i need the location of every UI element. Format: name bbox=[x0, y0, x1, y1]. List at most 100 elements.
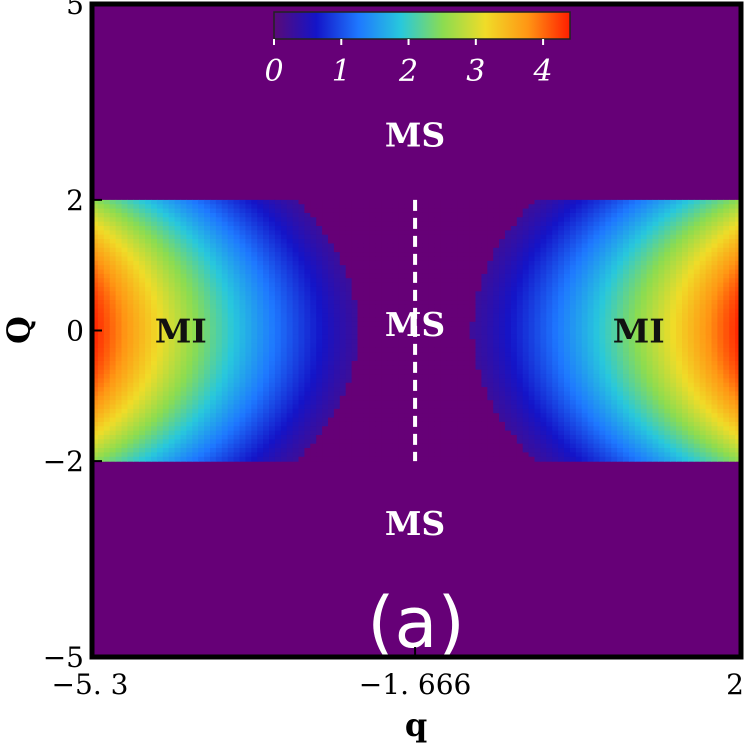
heatmap-cell bbox=[558, 321, 565, 327]
heatmap-cell bbox=[210, 391, 217, 397]
heatmap-cell bbox=[162, 391, 170, 397]
heatmap-cell bbox=[611, 212, 618, 218]
heatmap-cell bbox=[652, 273, 659, 279]
heatmap-cell bbox=[493, 391, 500, 397]
heatmap-cell bbox=[221, 212, 229, 218]
heatmap-cell bbox=[499, 352, 506, 358]
heatmap-cell bbox=[310, 286, 317, 292]
heatmap-cell bbox=[180, 356, 187, 362]
heatmap-cell bbox=[540, 226, 547, 231]
heatmap-cell bbox=[174, 282, 182, 288]
heatmap-cell bbox=[298, 360, 305, 366]
heatmap-cell bbox=[469, 217, 477, 223]
heatmap-cell bbox=[687, 369, 695, 375]
heatmap-cell bbox=[345, 395, 353, 401]
heatmap-cell bbox=[522, 369, 530, 375]
heatmap-cell bbox=[617, 221, 624, 227]
heatmap-cell bbox=[723, 265, 730, 271]
heatmap-cell bbox=[587, 212, 595, 218]
heatmap-cell bbox=[475, 252, 482, 258]
heatmap-cell bbox=[139, 217, 146, 223]
heatmap-cell bbox=[699, 334, 707, 340]
heatmap-cell bbox=[446, 382, 453, 388]
heatmap-cell bbox=[658, 339, 665, 345]
heatmap-cell bbox=[646, 273, 654, 279]
heatmap-cell bbox=[121, 382, 128, 388]
heatmap-cell bbox=[652, 317, 659, 323]
heatmap-cell bbox=[328, 326, 335, 332]
heatmap-cell bbox=[469, 243, 477, 249]
heatmap-cell bbox=[387, 265, 394, 271]
heatmap-cell bbox=[410, 230, 418, 236]
heatmap-cell bbox=[587, 204, 595, 210]
heatmap-cell bbox=[310, 360, 317, 366]
heatmap-cell bbox=[251, 217, 258, 223]
heatmap-cell bbox=[215, 300, 223, 305]
heatmap-cell bbox=[186, 369, 193, 375]
heatmap-cell bbox=[516, 212, 524, 218]
heatmap-cell bbox=[186, 208, 193, 214]
heatmap-cell bbox=[269, 204, 276, 210]
heatmap-cell bbox=[510, 226, 518, 231]
heatmap-cell bbox=[664, 199, 671, 205]
heatmap-cell bbox=[446, 230, 453, 236]
heatmap-cell bbox=[97, 365, 105, 371]
heatmap-cell bbox=[540, 252, 547, 258]
heatmap-cell bbox=[546, 295, 553, 301]
heatmap-cell bbox=[263, 352, 270, 358]
heatmap-cell bbox=[499, 260, 506, 266]
heatmap-cell bbox=[693, 260, 701, 266]
heatmap-cell bbox=[316, 273, 323, 279]
heatmap-cell bbox=[145, 291, 152, 297]
heatmap-cell bbox=[558, 369, 565, 375]
heatmap-cell bbox=[499, 378, 506, 384]
heatmap-cell bbox=[693, 317, 701, 323]
heatmap-cell bbox=[599, 230, 606, 236]
heatmap-cell bbox=[404, 282, 412, 288]
heatmap-cell bbox=[210, 273, 217, 279]
heatmap-cell bbox=[693, 330, 701, 336]
heatmap-cell bbox=[623, 308, 630, 314]
heatmap-cell bbox=[404, 378, 412, 384]
heatmap-cell bbox=[269, 273, 276, 279]
heatmap-cell bbox=[463, 374, 471, 379]
heatmap-cell bbox=[410, 247, 418, 253]
heatmap-cell bbox=[103, 304, 111, 310]
heatmap-cell bbox=[339, 291, 347, 297]
heatmap-cell bbox=[682, 204, 689, 210]
heatmap-cell bbox=[670, 391, 677, 397]
heatmap-cell bbox=[151, 265, 158, 271]
heatmap-cell bbox=[192, 291, 199, 297]
heatmap-cell bbox=[599, 356, 606, 362]
heatmap-cell bbox=[469, 221, 477, 227]
heatmap-cell bbox=[711, 378, 718, 384]
heatmap-cell bbox=[510, 252, 518, 258]
heatmap-cell bbox=[599, 326, 606, 332]
heatmap-cell bbox=[345, 278, 353, 284]
heatmap-cell bbox=[215, 230, 223, 236]
heatmap-cell bbox=[422, 212, 429, 218]
heatmap-cell bbox=[404, 212, 412, 218]
heatmap-cell bbox=[711, 282, 718, 288]
heatmap-cell bbox=[221, 304, 229, 310]
heatmap-cell bbox=[422, 260, 429, 266]
heatmap-cell bbox=[640, 212, 648, 218]
heatmap-cell bbox=[617, 278, 624, 284]
heatmap-cell bbox=[198, 252, 205, 258]
heatmap-cell bbox=[481, 347, 488, 353]
heatmap-cell bbox=[345, 260, 353, 266]
heatmap-cell bbox=[204, 374, 211, 379]
heatmap-cell bbox=[711, 278, 718, 284]
heatmap-cell bbox=[298, 230, 305, 236]
heatmap-cell bbox=[605, 391, 612, 397]
heatmap-cell bbox=[345, 282, 353, 288]
heatmap-cell bbox=[174, 239, 182, 245]
heatmap-cell bbox=[729, 360, 736, 366]
heatmap-cell bbox=[257, 230, 264, 236]
heatmap-cell bbox=[516, 252, 524, 258]
heatmap-cell bbox=[316, 356, 323, 362]
heatmap-cell bbox=[103, 326, 111, 332]
heatmap-cell bbox=[451, 204, 459, 210]
heatmap-cell bbox=[711, 269, 718, 275]
heatmap-cell bbox=[322, 317, 329, 323]
